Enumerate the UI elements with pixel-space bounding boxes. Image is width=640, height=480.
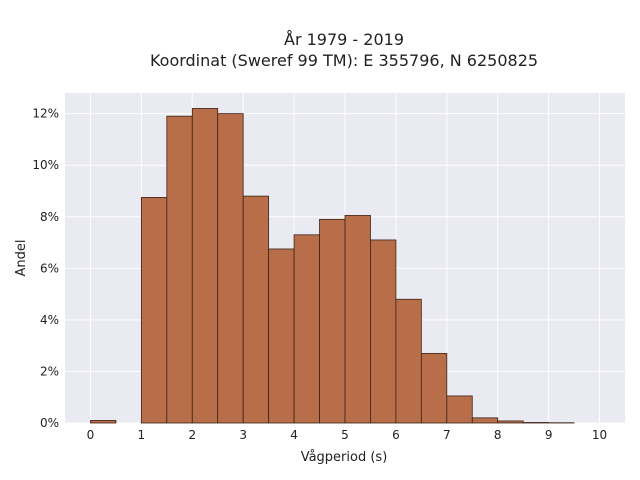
x-axis-label: Vågperiod (s) <box>301 450 388 465</box>
histogram-bar <box>446 395 473 424</box>
y-axis-label: Andel <box>14 240 29 277</box>
histogram-bar <box>395 298 422 424</box>
histogram-bar <box>140 197 168 424</box>
x-tick-label: 3 <box>239 428 247 442</box>
histogram-bar <box>420 352 448 424</box>
histogram-bar <box>522 422 550 424</box>
y-tick-label: 2% <box>40 364 59 378</box>
histogram-bar <box>242 195 270 424</box>
histogram-bar <box>370 239 397 424</box>
x-tick-label: 5 <box>341 428 349 442</box>
x-tick-label: 7 <box>443 428 451 442</box>
y-tick-label: 10% <box>32 158 59 172</box>
y-tick-label: 12% <box>32 107 59 121</box>
x-tick-label: 2 <box>188 428 196 442</box>
x-tick-label: 4 <box>290 428 298 442</box>
x-tick-label: 1 <box>138 428 146 442</box>
x-tick-label: 10 <box>592 428 607 442</box>
chart-title: År 1979 - 2019 <box>284 30 404 49</box>
histogram-bar <box>497 420 524 424</box>
histogram-bar <box>166 115 193 424</box>
histogram-bar <box>90 420 117 424</box>
y-tick-label: 6% <box>40 261 59 275</box>
x-axis-ticks: 0 1 2 3 4 5 6 7 8 9 10 <box>87 428 608 442</box>
histogram-bar <box>191 108 219 424</box>
histogram-bar <box>217 113 244 424</box>
histogram-bar <box>319 218 346 424</box>
y-tick-label: 0% <box>40 416 59 430</box>
bars <box>90 108 575 424</box>
histogram-bar <box>471 417 499 424</box>
y-tick-label: 8% <box>40 210 59 224</box>
x-tick-label: 6 <box>392 428 400 442</box>
x-tick-label: 0 <box>87 428 95 442</box>
x-tick-label: 9 <box>545 428 553 442</box>
y-axis-ticks: 0% 2% 4% 6% 8% 10% 12% <box>32 107 59 430</box>
chart-subtitle: Koordinat (Sweref 99 TM): E 355796, N 62… <box>150 51 538 70</box>
histogram-bar <box>344 215 371 424</box>
histogram-bar <box>293 234 320 424</box>
histogram-bar <box>268 248 295 424</box>
x-tick-label: 8 <box>494 428 502 442</box>
y-tick-label: 4% <box>40 313 59 327</box>
